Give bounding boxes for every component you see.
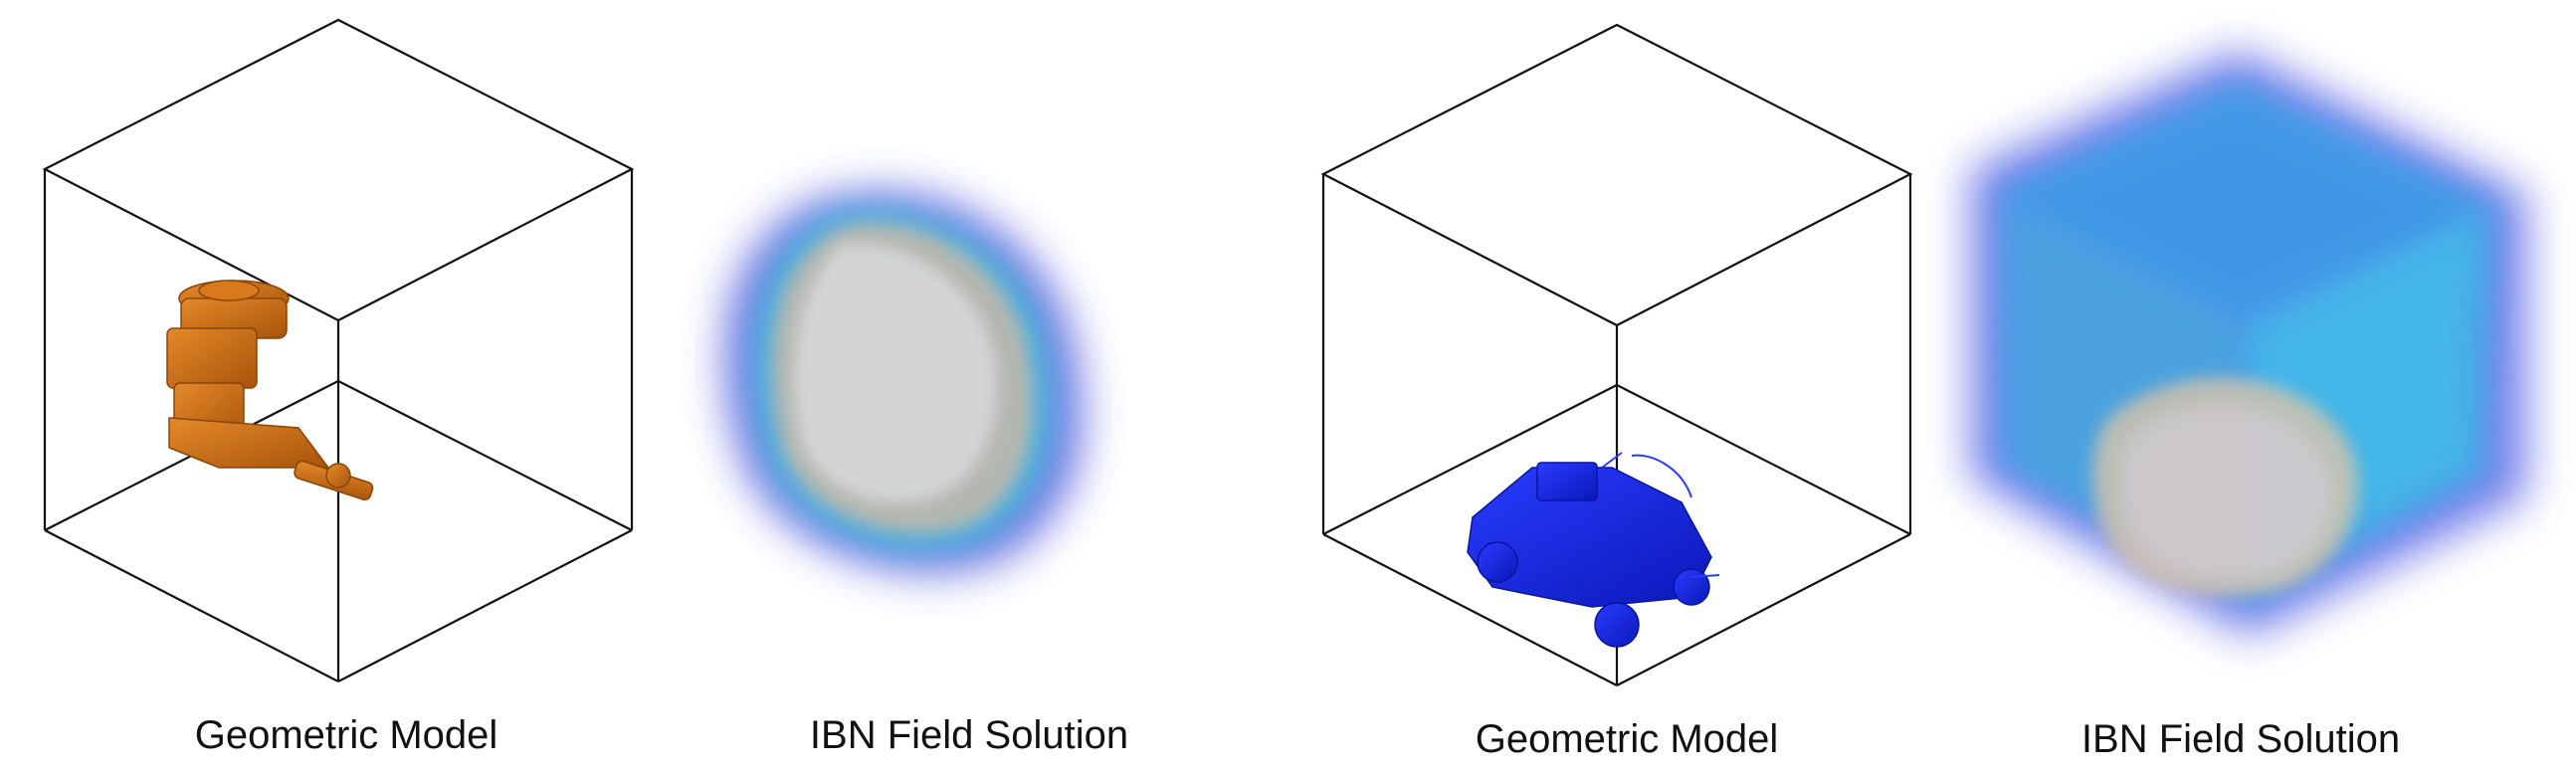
panel-ibn-field-2 <box>1970 50 2527 637</box>
panel-ibn-field-1 <box>724 191 1083 573</box>
wireframe-cube-1 <box>42 18 635 682</box>
caption-geometric-model-1: Geometric Model <box>195 713 498 757</box>
caption-ibn-field-2: IBN Field Solution <box>2081 717 2400 761</box>
field-cube <box>1970 50 2527 637</box>
panel-geometric-model-1 <box>42 18 635 682</box>
caption-ibn-field-1: IBN Field Solution <box>810 713 1128 757</box>
wireframe-cube-2 <box>1320 23 1913 686</box>
panel-geometric-model-2 <box>1320 23 1913 686</box>
humvee-model <box>1467 452 1720 648</box>
engine-model <box>166 280 374 501</box>
caption-geometric-model-2: Geometric Model <box>1476 717 1779 761</box>
field-blob <box>724 191 1083 573</box>
